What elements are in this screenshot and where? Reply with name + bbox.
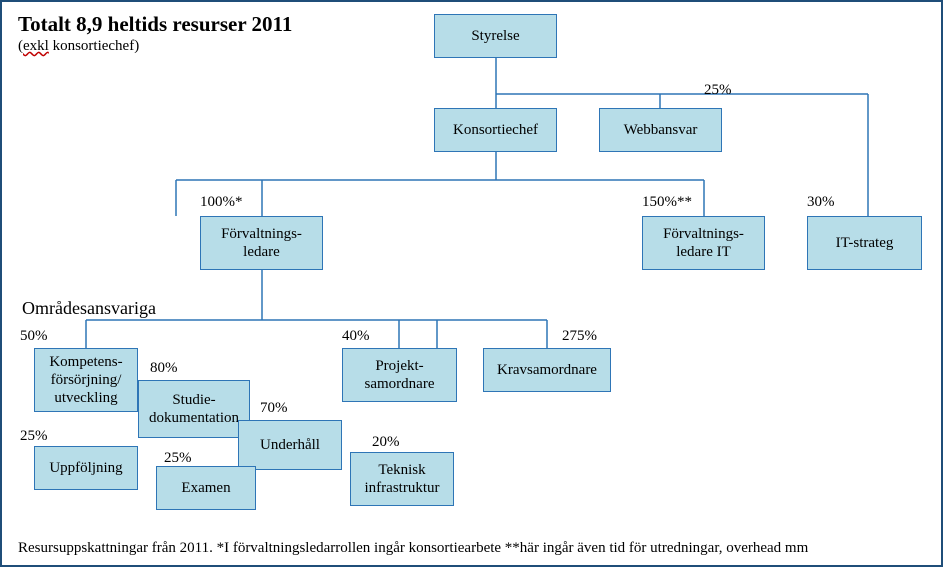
node-forvaltningsledare: Förvaltnings-ledare [200, 216, 323, 270]
pct-webbansvar: 25% [704, 82, 732, 99]
node-teknisk-infrastruktur: Tekniskinfrastruktur [350, 452, 454, 506]
footer-note: Resursuppskattningar från 2011. *I förva… [18, 540, 808, 557]
node-studiedokumentation: Studie-dokumentation [138, 380, 250, 438]
pct-it-strateg: 30% [807, 194, 835, 211]
node-forvaltningsledare-it: Förvaltnings-ledare IT [642, 216, 765, 270]
node-underhall: Underhåll [238, 420, 342, 470]
pct-projekt: 40% [342, 328, 370, 345]
pct-forvaltningsledare-it: 150%** [642, 194, 692, 211]
node-konsortiechef: Konsortiechef [434, 108, 557, 152]
pct-krav: 275% [562, 328, 597, 345]
node-styrelse: Styrelse [434, 14, 557, 58]
chart-subtitle: (exkl konsortiechef) [18, 38, 139, 55]
node-it-strateg: IT-strateg [807, 216, 922, 270]
subtitle-underlined: exkl [23, 38, 49, 54]
pct-examen: 25% [164, 450, 192, 467]
subtitle-rest: konsortiechef) [49, 38, 139, 54]
node-examen: Examen [156, 466, 256, 510]
pct-studie: 80% [150, 360, 178, 377]
pct-uppfoljning: 25% [20, 428, 48, 445]
section-label: Områdesansvariga [22, 298, 156, 319]
connector-lines [2, 2, 943, 569]
node-uppfoljning: Uppföljning [34, 446, 138, 490]
node-projektsamordnare: Projekt-samordnare [342, 348, 457, 402]
pct-kompetens: 50% [20, 328, 48, 345]
pct-underhall: 70% [260, 400, 288, 417]
pct-forvaltningsledare: 100%* [200, 194, 243, 211]
node-kompetens: Kompetens-försörjning/utveckling [34, 348, 138, 412]
pct-teknisk: 20% [372, 434, 400, 451]
node-webbansvar: Webbansvar [599, 108, 722, 152]
org-chart-frame: Totalt 8,9 heltids resurser 2011 (exkl k… [0, 0, 943, 567]
node-kravsamordnare: Kravsamordnare [483, 348, 611, 392]
chart-title: Totalt 8,9 heltids resurser 2011 [18, 12, 292, 37]
